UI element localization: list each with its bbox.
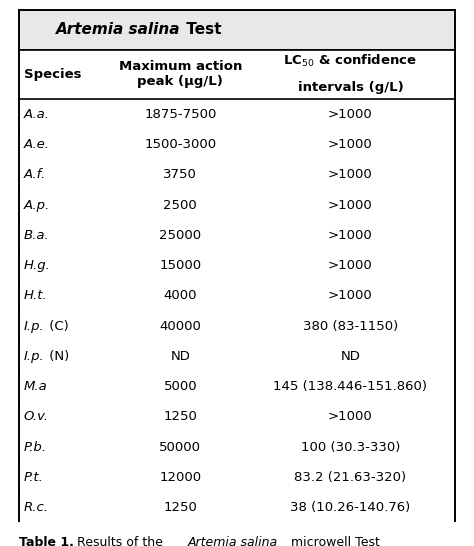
Text: LC$_{50}$ & confidence: LC$_{50}$ & confidence <box>283 54 418 69</box>
Bar <box>19 190 455 220</box>
Text: Species: Species <box>24 68 81 81</box>
Text: >1000: >1000 <box>328 199 373 211</box>
Text: P.b.: P.b. <box>24 441 47 454</box>
Bar <box>19 220 455 251</box>
Bar <box>19 251 455 281</box>
Text: 50000: 50000 <box>159 441 201 454</box>
Text: H.g.: H.g. <box>24 259 51 272</box>
Text: 380 (83-1150): 380 (83-1150) <box>303 319 398 333</box>
Bar <box>19 10 455 50</box>
Text: ND: ND <box>340 350 360 363</box>
Text: 1875-7500: 1875-7500 <box>144 108 217 121</box>
Text: A.a.: A.a. <box>24 108 50 121</box>
Text: 1250: 1250 <box>164 501 197 514</box>
Text: Results of the: Results of the <box>73 536 167 546</box>
Text: 4000: 4000 <box>164 289 197 302</box>
Text: H.t.: H.t. <box>24 289 47 302</box>
Text: (N): (N) <box>45 350 69 363</box>
Text: Maximum action
peak (μg/L): Maximum action peak (μg/L) <box>118 61 242 88</box>
Text: 5000: 5000 <box>164 380 197 393</box>
Text: ND: ND <box>170 350 190 363</box>
Text: >1000: >1000 <box>328 229 373 242</box>
Text: >1000: >1000 <box>328 108 373 121</box>
Text: Artemia salina: Artemia salina <box>56 22 180 38</box>
Bar <box>19 341 455 371</box>
Text: P.t.: P.t. <box>24 471 44 484</box>
Text: 83.2 (21.63-320): 83.2 (21.63-320) <box>294 471 406 484</box>
Bar <box>19 281 455 311</box>
Text: 3750: 3750 <box>164 168 197 181</box>
Text: 12000: 12000 <box>159 471 201 484</box>
Text: 145 (138.446-151.860): 145 (138.446-151.860) <box>273 380 428 393</box>
Bar <box>19 99 455 129</box>
Text: A.p.: A.p. <box>24 199 50 211</box>
Text: intervals (g/L): intervals (g/L) <box>298 81 403 94</box>
Text: microwell Test: microwell Test <box>287 536 380 546</box>
Text: >1000: >1000 <box>328 289 373 302</box>
Text: B.a.: B.a. <box>24 229 49 242</box>
Text: 38 (10.26-140.76): 38 (10.26-140.76) <box>290 501 410 514</box>
Text: Artemia salina: Artemia salina <box>187 536 277 546</box>
Bar <box>19 402 455 432</box>
Text: I.p.: I.p. <box>24 350 45 363</box>
Text: I.p.: I.p. <box>24 319 45 333</box>
Bar <box>19 492 455 523</box>
Text: M.a: M.a <box>24 380 47 393</box>
Text: O.v.: O.v. <box>24 410 49 423</box>
Bar <box>19 50 455 99</box>
Text: 100 (30.3-330): 100 (30.3-330) <box>301 441 400 454</box>
Text: Table 1.: Table 1. <box>19 536 74 546</box>
Bar <box>19 311 455 341</box>
Text: A.e.: A.e. <box>24 138 50 151</box>
Text: 2500: 2500 <box>164 199 197 211</box>
Bar <box>19 129 455 159</box>
Text: >1000: >1000 <box>328 259 373 272</box>
Text: 1500-3000: 1500-3000 <box>144 138 216 151</box>
Bar <box>19 462 455 492</box>
Text: R.c.: R.c. <box>24 501 49 514</box>
Bar <box>19 432 455 462</box>
Text: 15000: 15000 <box>159 259 201 272</box>
Text: >1000: >1000 <box>328 168 373 181</box>
Text: >1000: >1000 <box>328 410 373 423</box>
Text: (C): (C) <box>45 319 69 333</box>
Text: Test: Test <box>181 22 221 38</box>
Bar <box>19 371 455 402</box>
Text: 1250: 1250 <box>164 410 197 423</box>
Bar <box>19 159 455 190</box>
Text: >1000: >1000 <box>328 138 373 151</box>
Text: 25000: 25000 <box>159 229 201 242</box>
Text: 40000: 40000 <box>159 319 201 333</box>
Text: A.f.: A.f. <box>24 168 46 181</box>
